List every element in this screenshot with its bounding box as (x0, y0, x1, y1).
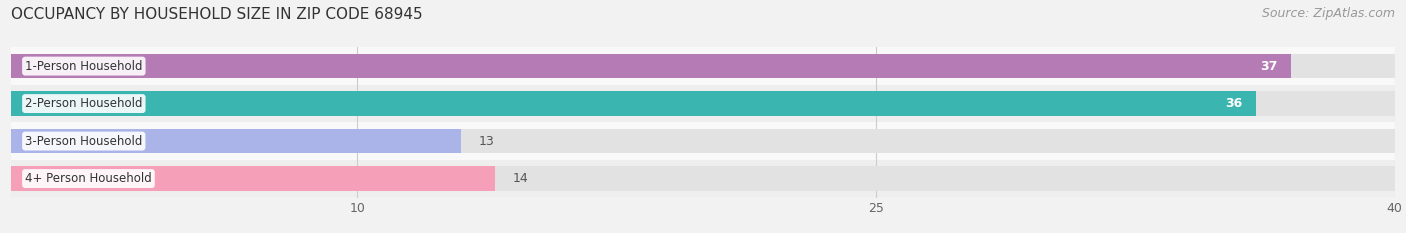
Bar (11, 129, 1395, 153)
Text: 13: 13 (478, 135, 494, 147)
Bar (11, 91, 1395, 116)
Text: 4+ Person Household: 4+ Person Household (25, 172, 152, 185)
Text: OCCUPANCY BY HOUSEHOLD SIZE IN ZIP CODE 68945: OCCUPANCY BY HOUSEHOLD SIZE IN ZIP CODE … (11, 7, 423, 22)
Text: 37: 37 (1260, 60, 1277, 73)
Bar (11, 47, 1395, 85)
Bar (11, 54, 1395, 78)
Text: 1-Person Household: 1-Person Household (25, 60, 142, 73)
Bar (11, 54, 1291, 78)
Bar (11, 122, 1395, 160)
Bar (11, 91, 1257, 116)
Bar (11, 160, 1395, 197)
Bar (11, 129, 461, 153)
Text: 14: 14 (513, 172, 529, 185)
Bar (11, 85, 1395, 122)
Bar (11, 166, 495, 191)
Text: Source: ZipAtlas.com: Source: ZipAtlas.com (1261, 7, 1395, 20)
Bar (11, 166, 1395, 191)
Text: 3-Person Household: 3-Person Household (25, 135, 142, 147)
Text: 36: 36 (1225, 97, 1243, 110)
Text: 2-Person Household: 2-Person Household (25, 97, 142, 110)
